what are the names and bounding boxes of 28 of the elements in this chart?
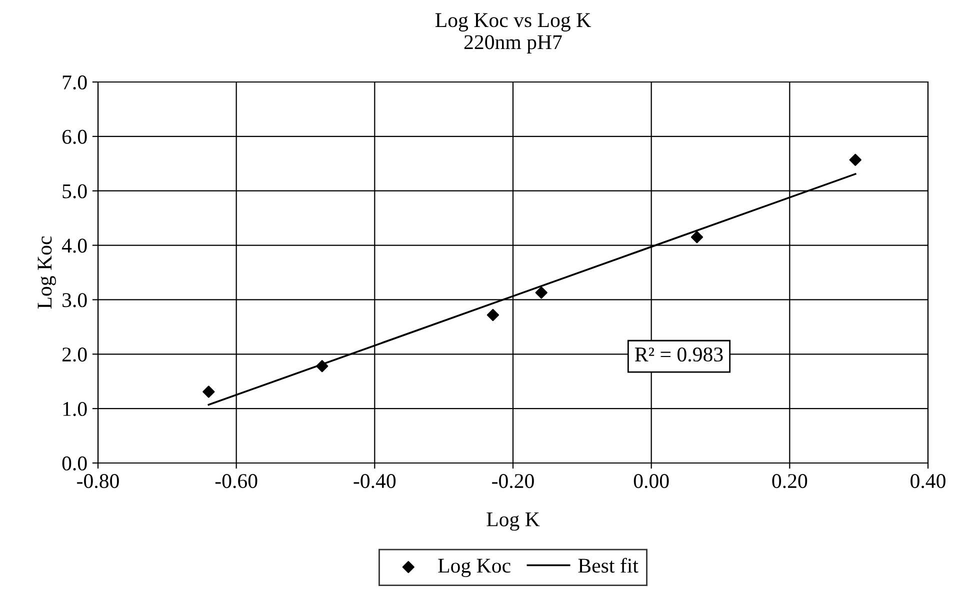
- y-tick-label: 2.0: [62, 348, 87, 362]
- chart-subtitle: 220nm pH7: [464, 35, 562, 54]
- point: [202, 386, 215, 398]
- y-tick-label: 1.0: [63, 402, 87, 416]
- point: [535, 286, 548, 299]
- x-tick-label: -0.40: [354, 474, 396, 488]
- x-tick-label: -0.80: [77, 474, 119, 488]
- y-tick-label: 7.0: [62, 75, 87, 90]
- x-tick-label: 0.20: [772, 474, 808, 488]
- y-tick-label: 3.0: [62, 293, 87, 308]
- y-tick-label: 6.0: [62, 130, 87, 144]
- x-tick-label: -0.20: [492, 474, 534, 488]
- legend-label: Best fit: [578, 558, 638, 573]
- y-tick-label: 0.0: [62, 456, 87, 471]
- point: [690, 231, 704, 244]
- x-tick-label: 0.00: [634, 474, 669, 488]
- y-tick-label: 4.0: [62, 238, 87, 253]
- chart-title: Log Koc vs Log K: [435, 13, 591, 32]
- x-tick-label: -0.60: [215, 474, 258, 488]
- x-axis-title: Log K: [486, 512, 540, 531]
- point: [316, 360, 328, 372]
- y-axis-title: Log Koc: [38, 236, 56, 309]
- point: [486, 308, 500, 322]
- legend-label: Log Koc: [438, 558, 510, 578]
- x-tick-label: 0.40: [910, 474, 946, 488]
- point: [849, 154, 862, 166]
- annotation: R² = 0.983: [635, 347, 723, 362]
- y-tick-label: 5.0: [62, 184, 87, 198]
